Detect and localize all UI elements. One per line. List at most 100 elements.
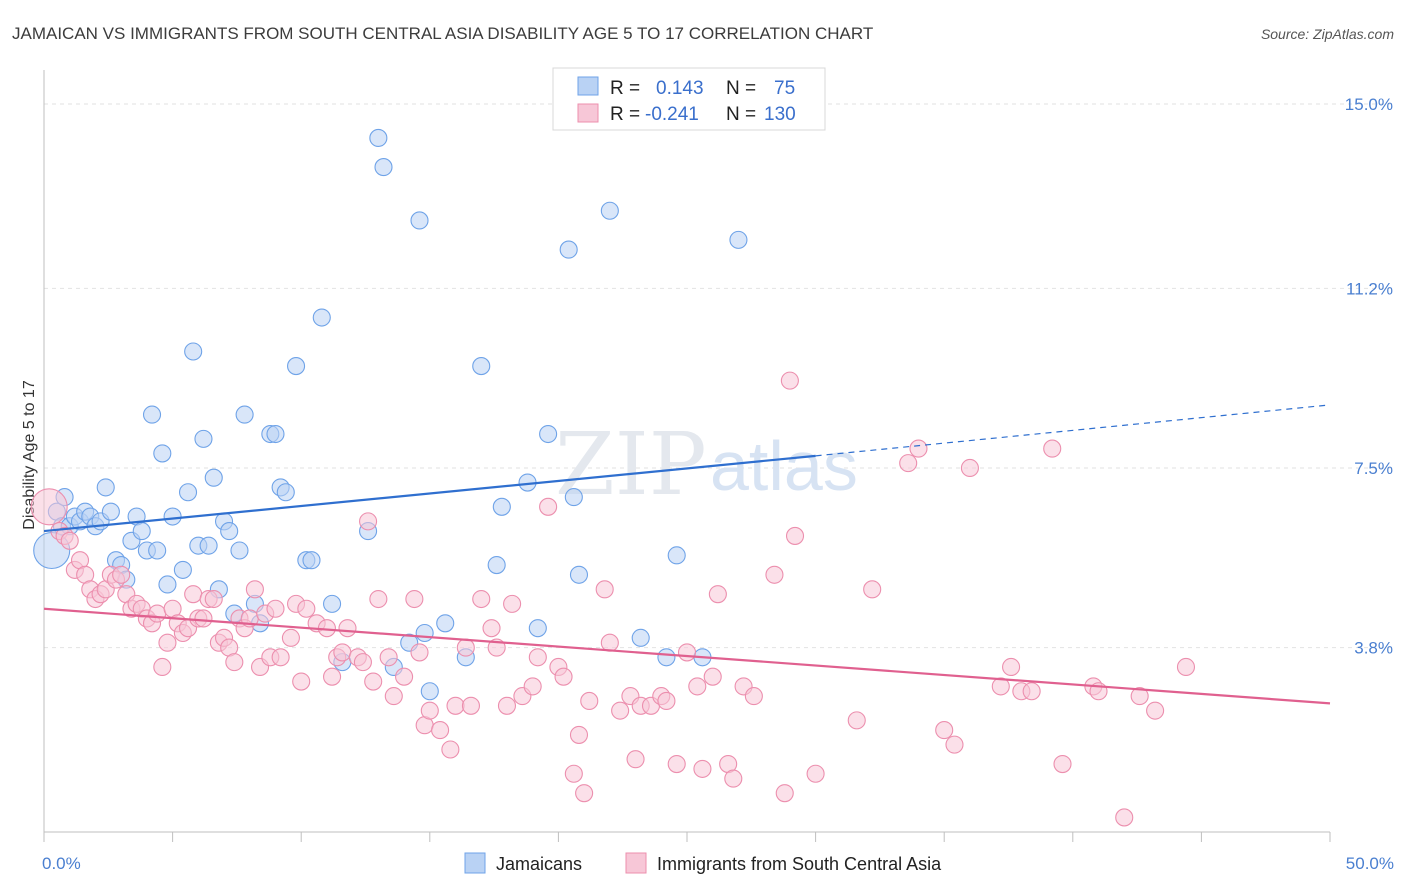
point-jamaicans [492,497,511,516]
point-jamaicans [199,536,218,555]
point-immigrants [245,580,264,599]
point-immigrants [945,735,964,754]
point-jamaicans [204,468,223,487]
point-immigrants [395,667,414,686]
point-immigrants [575,784,594,803]
point-jamaicans [312,308,331,327]
y-tick-label: 15.0% [1345,95,1393,114]
point-jamaicans [178,483,198,502]
point-immigrants [184,585,203,604]
point-jamaicans [184,342,203,361]
point-immigrants [523,677,542,696]
point-immigrants [292,672,311,691]
point-immigrants [431,721,450,740]
legend-n-label-2: N = [726,104,756,125]
x-ticks [43,832,1331,842]
series-legend-immigrants: Immigrants from South Central Asia [657,854,942,874]
point-immigrants [935,721,954,740]
point-immigrants [297,599,316,618]
point-jamaicans [142,405,162,424]
stats-legend: R = 0.143 N = 75 R = -0.241 N = 130 [552,67,826,131]
point-immigrants [405,589,424,609]
point-immigrants [153,657,172,677]
y-tick-labels: 3.8% 7.5% 11.2% 15.0% [1345,95,1393,658]
point-jamaicans [472,357,491,376]
trend-line-jamaicans-extension [815,404,1331,457]
point-immigrants [785,526,805,545]
point-jamaicans [631,628,650,647]
point-immigrants [991,677,1010,696]
point-jamaicans [564,488,583,507]
legend-r-value-1: 0.143 [656,78,704,99]
point-jamaicans [235,405,254,424]
point-immigrants [323,667,342,686]
point-immigrants [1146,701,1165,720]
point-immigrants [112,565,131,584]
point-jamaicans [559,240,578,259]
point-jamaicans [230,541,249,560]
point-jamaicans [667,546,686,565]
y-tick-label: 3.8% [1354,639,1393,658]
point-immigrants [1053,755,1072,774]
point-immigrants [611,701,630,720]
point-immigrants [564,764,583,783]
chart-source: Source: ZipAtlas.com [1261,26,1394,42]
point-jamaicans [528,619,547,638]
point-immigrants [580,691,599,711]
point-immigrants [1022,682,1041,701]
series-legend: Jamaicans Immigrants from South Central … [464,852,942,874]
legend-swatch-immigrants [577,103,599,123]
point-immigrants [1115,808,1134,827]
trend-line-immigrants [43,607,1331,705]
point-immigrants [667,755,686,774]
point-immigrants [1043,439,1062,458]
point-jamaicans [369,128,388,147]
y-tick-label: 7.5% [1354,459,1393,478]
point-immigrants [503,594,522,613]
watermark-atlas: atlas [710,427,858,505]
point-jamaicans [302,551,321,570]
point-jamaicans [410,211,429,230]
point-immigrants [364,672,383,691]
point-immigrants [384,687,403,706]
point-immigrants [369,589,388,609]
point-jamaicans [729,230,748,249]
x-tick-min: 0.0% [42,854,81,873]
series-legend-jamaicans: Jamaicans [496,854,582,874]
point-immigrants [148,604,167,623]
point-jamaicans [374,158,393,177]
point-immigrants [456,638,475,657]
point-immigrants [482,619,501,638]
point-jamaicans [569,565,589,584]
point-jamaicans [539,424,558,444]
point-immigrants [657,691,676,711]
point-jamaicans [600,201,619,220]
legend-r-label-1: R = [610,78,640,99]
point-immigrants [595,580,614,599]
point-immigrants [677,643,697,662]
point-immigrants [806,764,825,783]
legend-n-label-1: N = [726,78,756,99]
point-jamaicans [436,614,455,633]
point-immigrants [1176,657,1196,677]
point-immigrants [420,701,439,720]
trend-line-jamaicans [43,454,816,533]
point-immigrants [194,609,213,628]
point-immigrants [30,488,68,526]
point-immigrants [960,458,979,478]
point-immigrants [266,599,285,618]
point-immigrants [703,667,722,686]
point-immigrants [204,589,223,609]
point-immigrants [472,589,491,609]
point-immigrants [528,648,547,667]
point-immigrants [441,740,460,759]
point-immigrants [724,769,743,788]
point-immigrants [497,696,517,715]
legend-r-value-2: -0.241 [645,104,699,125]
scatter-points [30,128,1196,827]
point-immigrants [539,497,558,516]
point-immigrants [359,512,378,531]
point-jamaicans [194,429,213,448]
point-immigrants [765,565,784,584]
